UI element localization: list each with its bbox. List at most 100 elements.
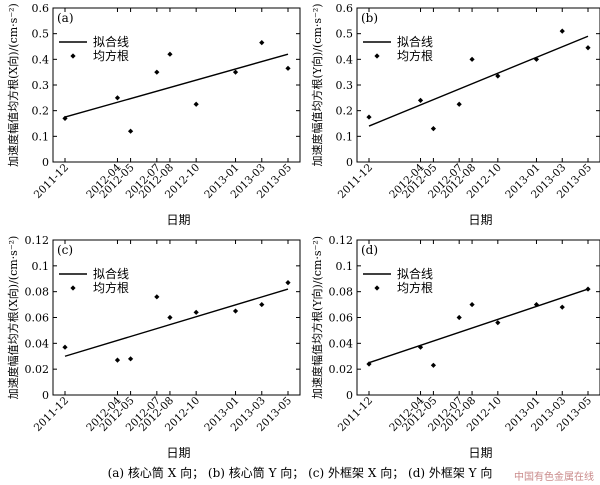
data-point bbox=[154, 69, 160, 75]
data-point bbox=[469, 56, 475, 62]
y-tick-label: 0.2 bbox=[32, 105, 50, 118]
legend-label: 拟合线 bbox=[93, 266, 129, 281]
legend-label: 均方根 bbox=[397, 280, 433, 295]
x-tick-label: 2011-12 bbox=[32, 395, 71, 434]
data-point bbox=[127, 128, 134, 134]
data-point bbox=[285, 280, 291, 286]
panel-label: (d) bbox=[361, 243, 378, 257]
data-point bbox=[232, 69, 239, 75]
x-axis-label: 日期 bbox=[166, 213, 190, 227]
y-tick-label: 0.1 bbox=[336, 130, 354, 143]
data-point bbox=[417, 97, 424, 103]
panel-label: (b) bbox=[361, 11, 378, 25]
data-point bbox=[495, 320, 501, 326]
x-axis-label: 日期 bbox=[468, 213, 492, 227]
fit-line bbox=[64, 288, 289, 357]
data-point bbox=[127, 356, 134, 362]
y-tick-label: 0 bbox=[42, 389, 49, 402]
legend-label: 均方根 bbox=[93, 48, 129, 63]
y-tick-label: 0.4 bbox=[32, 53, 50, 66]
y-tick-label: 0.5 bbox=[32, 28, 50, 41]
legend-label: 拟合线 bbox=[397, 266, 433, 281]
fit-line bbox=[368, 288, 589, 364]
fit-line bbox=[368, 35, 589, 127]
data-point bbox=[585, 286, 591, 292]
legend-marker-swatch bbox=[374, 285, 380, 291]
data-point bbox=[62, 115, 68, 121]
y-tick-label: 0.12 bbox=[25, 234, 50, 247]
legend-label: 拟合线 bbox=[93, 34, 129, 49]
y-axis-label: 加速度幅值均方根(X向)/(cm·s⁻²) bbox=[6, 3, 20, 167]
data-point bbox=[232, 308, 239, 314]
y-tick-label: 0.1 bbox=[32, 130, 50, 143]
data-point bbox=[533, 56, 540, 62]
panel-label: (c) bbox=[57, 243, 73, 257]
data-point bbox=[154, 294, 160, 300]
legend-marker-swatch bbox=[374, 53, 380, 59]
data-point bbox=[193, 309, 199, 315]
plot-frame bbox=[52, 239, 301, 396]
data-point bbox=[469, 301, 475, 308]
watermark: 中国有色金属在线 bbox=[514, 472, 594, 483]
y-tick-label: 0 bbox=[346, 156, 353, 169]
data-point bbox=[533, 301, 540, 308]
y-tick-label: 0.06 bbox=[329, 312, 354, 325]
data-point bbox=[114, 95, 121, 101]
y-tick-label: 0.6 bbox=[336, 2, 354, 15]
data-point bbox=[456, 101, 462, 107]
data-point bbox=[559, 304, 565, 310]
data-point bbox=[167, 51, 173, 57]
x-axis-label: 日期 bbox=[166, 446, 190, 460]
panel-label: (a) bbox=[57, 11, 74, 25]
data-point bbox=[62, 344, 68, 350]
data-point bbox=[366, 114, 372, 120]
y-tick-label: 0.02 bbox=[25, 363, 50, 376]
y-tick-label: 0.3 bbox=[32, 79, 50, 92]
y-tick-label: 0.2 bbox=[336, 105, 354, 118]
data-point bbox=[259, 301, 265, 308]
legend-label: 均方根 bbox=[93, 280, 129, 295]
data-point bbox=[559, 28, 565, 34]
data-point bbox=[430, 126, 437, 132]
y-tick-label: 0.5 bbox=[336, 28, 354, 41]
y-tick-label: 0.08 bbox=[25, 286, 50, 299]
figure-caption: (a) 核心筒 X 向； (b) 核心筒 Y 向； (c) 外框架 X 向； (… bbox=[107, 466, 493, 480]
y-tick-label: 0.1 bbox=[336, 260, 354, 273]
y-tick-label: 0.4 bbox=[336, 53, 354, 66]
y-tick-label: 0.08 bbox=[329, 286, 354, 299]
legend-label: 均方根 bbox=[397, 48, 433, 63]
y-axis-label: 加速度幅值均方根(Y向)/(cm·s⁻²) bbox=[310, 236, 324, 399]
data-point bbox=[167, 314, 173, 321]
y-tick-label: 0.12 bbox=[329, 234, 354, 247]
y-tick-label: 0.04 bbox=[329, 337, 354, 350]
data-point bbox=[114, 357, 121, 363]
y-tick-label: 0.1 bbox=[32, 260, 50, 273]
data-point bbox=[285, 65, 291, 71]
y-tick-label: 0.6 bbox=[32, 2, 50, 15]
data-point bbox=[456, 314, 462, 321]
data-point bbox=[259, 40, 265, 46]
y-axis-label: 加速度幅值均方根(X向)/(cm·s⁻²) bbox=[6, 236, 20, 400]
x-tick-label: 2011-12 bbox=[336, 162, 375, 201]
x-tick-label: 2011-12 bbox=[336, 395, 375, 434]
plot-frame bbox=[356, 239, 600, 396]
y-tick-label: 0.02 bbox=[329, 363, 354, 376]
y-tick-label: 0 bbox=[42, 156, 49, 169]
y-axis-label: 加速度幅值均方根(Y向)/(cm·s⁻²) bbox=[310, 3, 324, 166]
fit-line bbox=[64, 53, 289, 118]
data-point bbox=[430, 362, 437, 368]
data-point bbox=[417, 344, 424, 350]
x-tick-label: 2011-12 bbox=[32, 162, 71, 201]
data-point bbox=[366, 361, 372, 367]
x-axis-label: 日期 bbox=[468, 446, 492, 460]
legend-label: 拟合线 bbox=[397, 34, 433, 49]
legend-marker-swatch bbox=[70, 53, 76, 59]
data-point bbox=[585, 45, 591, 51]
data-point bbox=[193, 101, 199, 107]
y-tick-label: 0 bbox=[346, 389, 353, 402]
